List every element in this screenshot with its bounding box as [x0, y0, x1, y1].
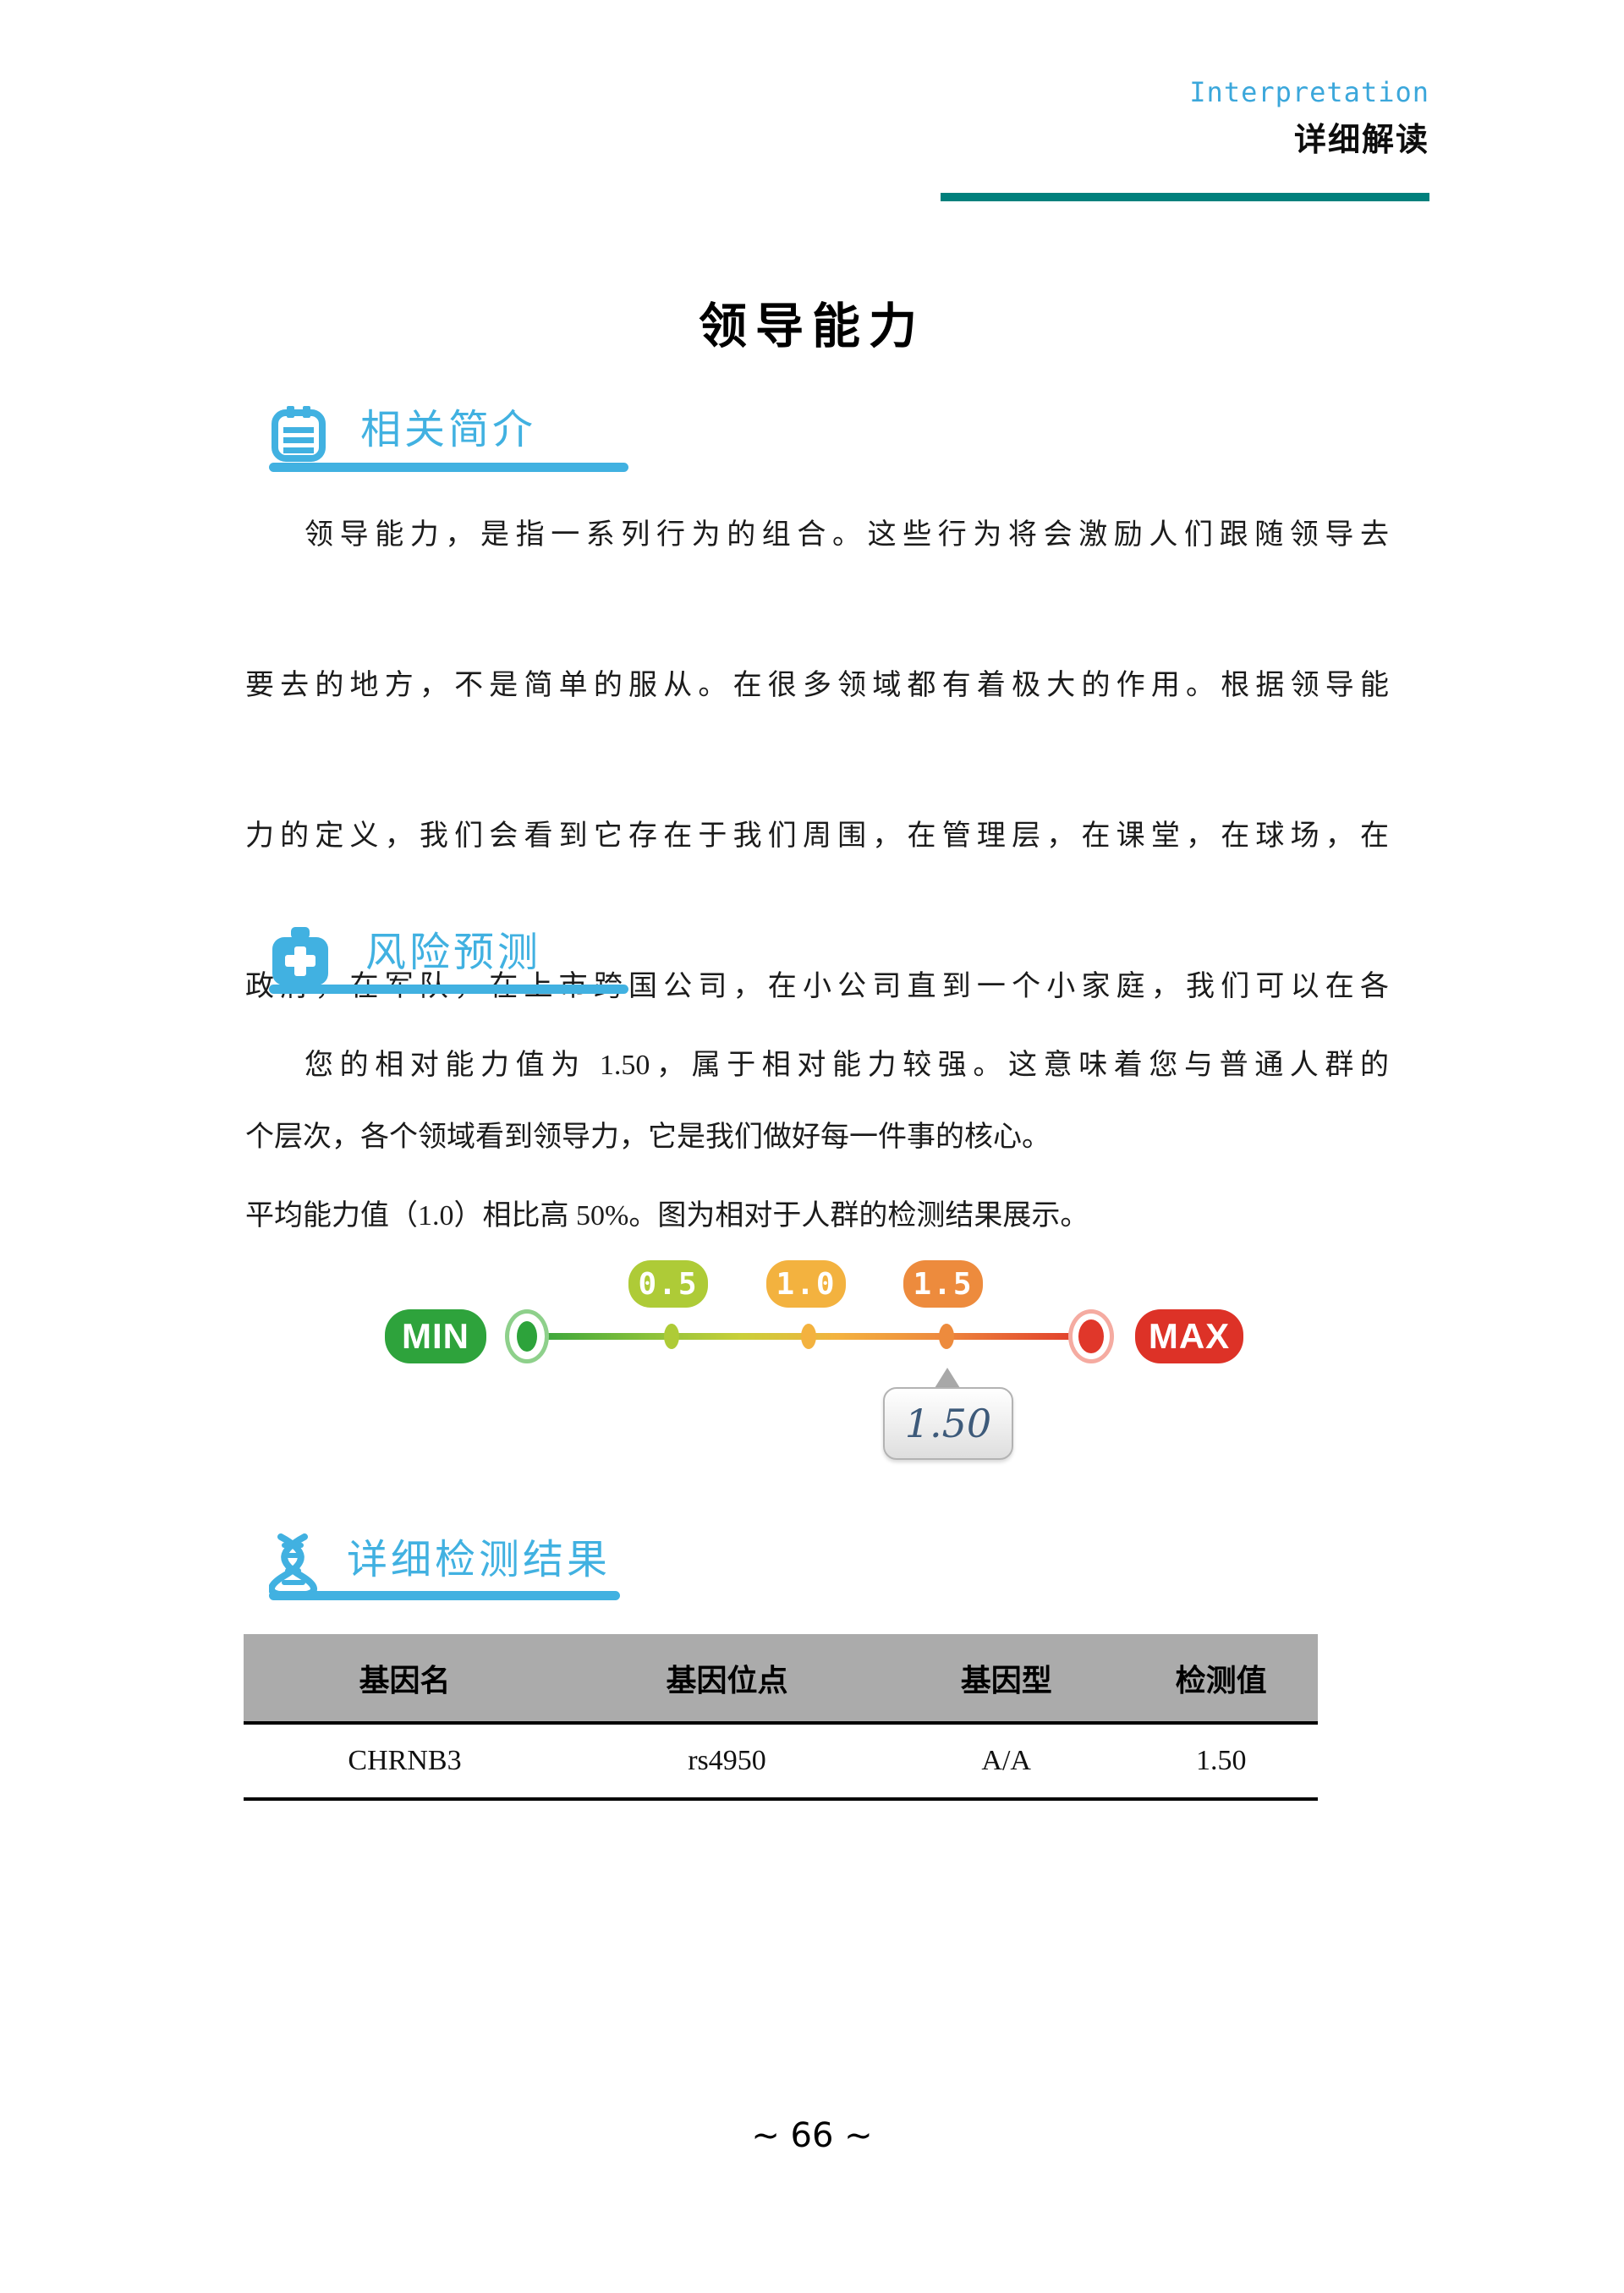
- table-row: CHRNB3 rs4950 A/A 1.50: [244, 1725, 1318, 1801]
- gauge-dot-1-0: [801, 1324, 816, 1349]
- value-tooltip-pointer: [935, 1368, 960, 1388]
- section-results-label: 详细检测结果: [347, 1538, 612, 1583]
- intro-paragraph: 领导能力，是指一系列行为的组合。这些行为将会激励人们跟随领导去 要去的地方，不是…: [245, 497, 1389, 1175]
- gauge-start-ring: [505, 1309, 549, 1363]
- notepad-icon: [269, 404, 328, 468]
- paragraph-line: 要去的地方，不是简单的服从。在很多领域都有着极大的作用。根据领导能: [245, 670, 1389, 701]
- table-header-cell: 基因名: [359, 1662, 451, 1698]
- value-tooltip: 1.50: [883, 1387, 1013, 1460]
- header-rule: [941, 193, 1429, 201]
- section-results-underline: [269, 1591, 620, 1600]
- section-intro-underline: [269, 463, 628, 472]
- header-english-label: Interpretation: [1189, 76, 1429, 108]
- section-results-heading: 详细检测结果: [268, 1524, 620, 1602]
- table-header-row: 基因名 基因位点 基因型 检测值: [244, 1634, 1318, 1725]
- page-number: ~ 66 ~: [751, 2116, 873, 2155]
- table-header-cell: 检测值: [1175, 1662, 1267, 1698]
- paragraph-line: 平均能力值（1.0）相比高 50%。图为相对于人群的检测结果展示。: [245, 1200, 1089, 1232]
- table-cell-gene-name: CHRNB3: [348, 1745, 462, 1776]
- ability-gauge: MIN MAX 0.5 1.0 1.5 1.50: [338, 1235, 1353, 1472]
- section-risk-label: 风险预测: [365, 930, 542, 975]
- results-table: 基因名 基因位点 基因型 检测值 CHRNB3 rs4950 A/A 1.50: [244, 1634, 1318, 1801]
- table-header-cell: 基因位点: [666, 1662, 788, 1698]
- gauge-dot-1-5: [939, 1324, 954, 1349]
- gauge-tick-1-5: 1.5: [903, 1260, 983, 1308]
- risk-paragraph: 您的相对能力值为 1.50，属于相对能力较强。这意味着您与普通人群的 平均能力值…: [245, 1028, 1389, 1253]
- section-intro-heading: 相关简介: [269, 396, 628, 474]
- gauge-max-pill: MAX: [1135, 1309, 1243, 1363]
- table-cell-genotype: A/A: [981, 1745, 1031, 1776]
- table-cell-gene-locus: rs4950: [688, 1745, 766, 1776]
- gauge-tick-1-0: 1.0: [766, 1260, 846, 1308]
- table-header-cell: 基因型: [960, 1662, 1052, 1698]
- paragraph-line: 个层次，各个领域看到领导力，它是我们做好每一件事的核心。: [245, 1122, 1051, 1153]
- gauge-tick-0-5: 0.5: [628, 1260, 708, 1308]
- table-cell-detected-value: 1.50: [1195, 1745, 1247, 1776]
- gauge-min-pill: MIN: [385, 1309, 486, 1363]
- section-risk-underline: [269, 985, 628, 994]
- paragraph-line: 力的定义，我们会看到它存在于我们周围，在管理层，在课堂，在球场，在: [245, 820, 1389, 852]
- section-risk-heading: 风险预测: [269, 919, 628, 996]
- gauge-dot-0-5: [664, 1324, 679, 1349]
- paragraph-line: 领导能力，是指一系列行为的组合。这些行为将会激励人们跟随领导去: [304, 519, 1389, 551]
- page-title: 领导能力: [699, 300, 925, 354]
- paragraph-line: 您的相对能力值为 1.50，属于相对能力较强。这意味着您与普通人群的: [304, 1050, 1389, 1081]
- first-aid-kit-icon: [269, 926, 332, 991]
- value-tooltip-text: 1.50: [904, 1401, 992, 1446]
- gauge-end-ring: [1068, 1309, 1114, 1363]
- header-chinese-label: 详细解读: [1293, 123, 1429, 158]
- section-intro-label: 相关简介: [360, 408, 537, 453]
